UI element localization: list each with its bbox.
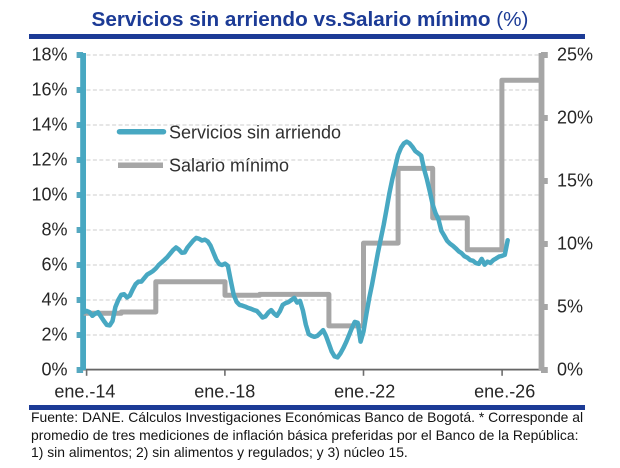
svg-text:12%: 12%	[31, 149, 67, 169]
svg-text:16%: 16%	[31, 79, 67, 99]
svg-text:4%: 4%	[41, 289, 67, 309]
svg-text:18%: 18%	[31, 44, 67, 64]
svg-text:Servicios sin arriendo: Servicios sin arriendo	[169, 123, 341, 143]
svg-text:0%: 0%	[41, 359, 67, 379]
svg-text:ene.-14: ene.-14	[54, 382, 115, 402]
svg-text:2%: 2%	[41, 324, 67, 344]
svg-text:Salario mínimo: Salario mínimo	[169, 156, 289, 176]
svg-text:15%: 15%	[557, 170, 593, 190]
svg-text:ene.-22: ene.-22	[334, 382, 395, 402]
svg-text:ene.-18: ene.-18	[194, 382, 255, 402]
svg-text:10%: 10%	[31, 184, 67, 204]
svg-text:0%: 0%	[557, 359, 583, 379]
svg-text:20%: 20%	[557, 107, 593, 127]
svg-text:8%: 8%	[41, 219, 67, 239]
svg-text:10%: 10%	[557, 233, 593, 253]
svg-text:5%: 5%	[557, 296, 583, 316]
svg-text:14%: 14%	[31, 114, 67, 134]
svg-text:ene.-26: ene.-26	[474, 382, 535, 402]
svg-text:25%: 25%	[557, 44, 593, 64]
svg-text:6%: 6%	[41, 254, 67, 274]
